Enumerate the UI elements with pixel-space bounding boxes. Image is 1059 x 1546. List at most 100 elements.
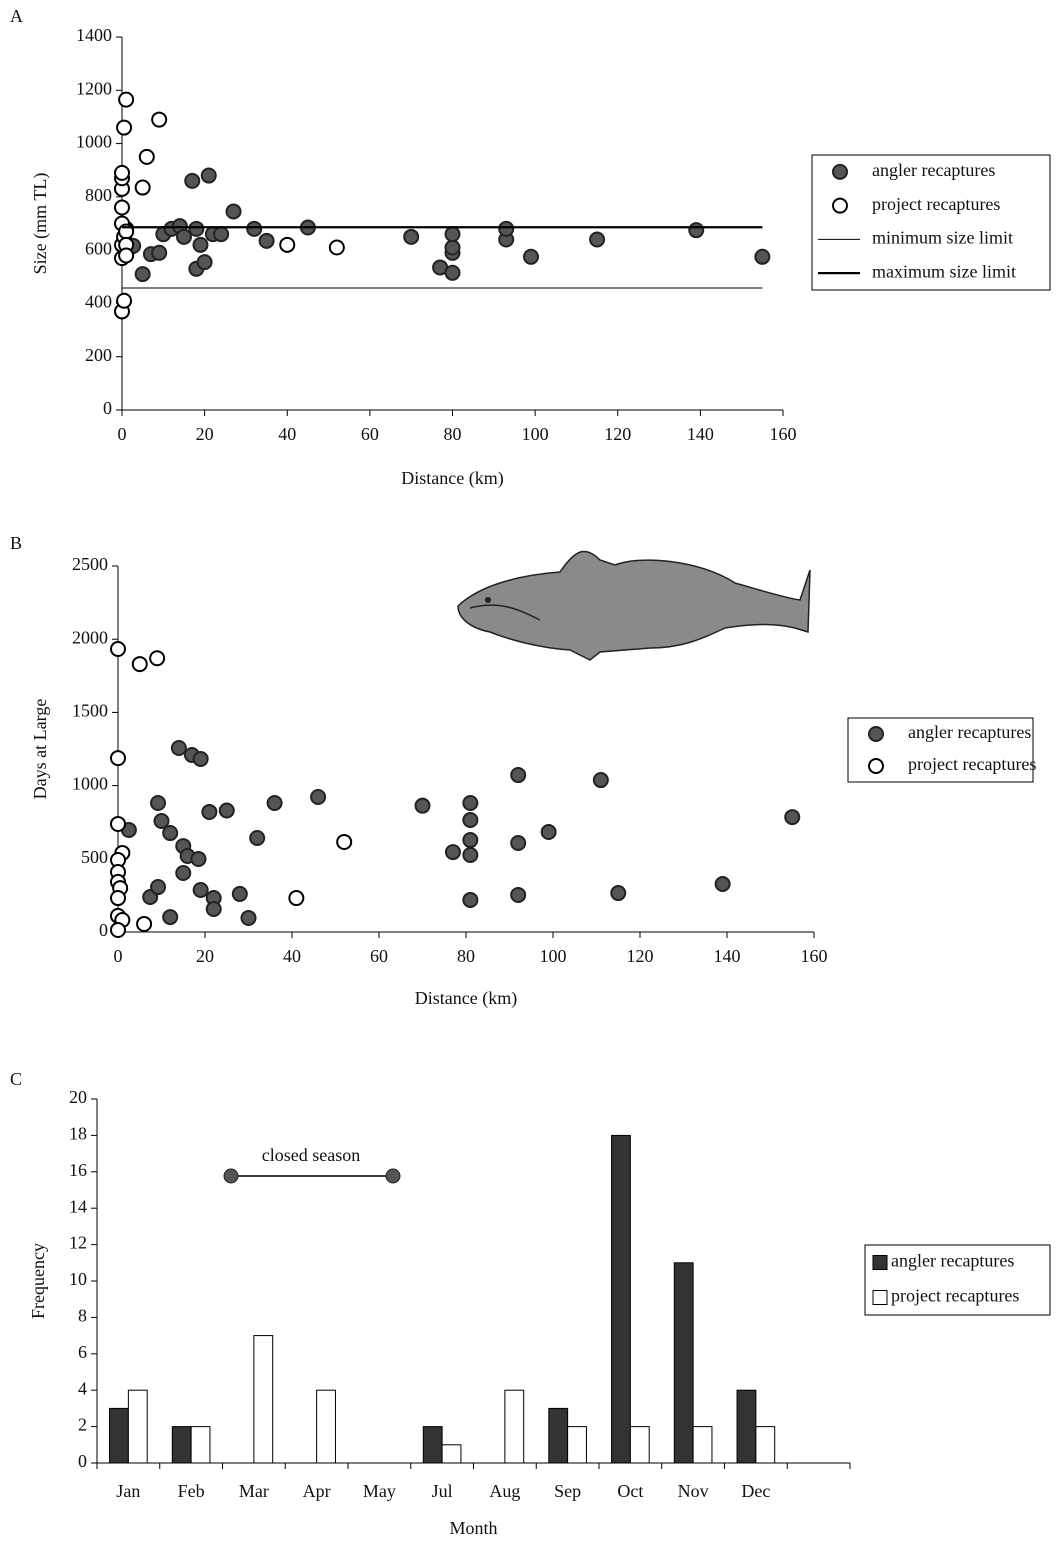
panel-label: B [10, 533, 22, 553]
point [462, 891, 479, 908]
point [225, 203, 242, 220]
annotation: closed season [262, 1145, 360, 1165]
bar [127, 1389, 148, 1464]
point [188, 220, 205, 237]
point [288, 890, 305, 907]
point [150, 879, 167, 896]
point [190, 850, 207, 867]
bar [629, 1426, 650, 1464]
point [510, 886, 527, 903]
point [310, 789, 327, 806]
point [205, 901, 222, 918]
point [110, 750, 126, 767]
point [151, 111, 168, 128]
x-tick-label: Nov [678, 1481, 709, 1501]
legend-label: project recaptures [908, 754, 1036, 774]
x-tick-label: Aug [489, 1481, 520, 1501]
point [131, 656, 148, 673]
point [118, 91, 135, 108]
x-tick-label: 80 [457, 946, 475, 966]
point [592, 772, 609, 789]
point [134, 266, 151, 283]
point [136, 915, 153, 932]
point [246, 220, 263, 237]
y-tick-label: 14 [69, 1196, 87, 1216]
bar [171, 1426, 192, 1464]
x-tick-label: 20 [196, 424, 214, 444]
point [200, 167, 217, 184]
point [201, 803, 218, 820]
x-axis-label: Distance (km) [415, 988, 517, 1009]
y-tick-label: 10 [69, 1269, 87, 1289]
legend-box [864, 1244, 1051, 1316]
point [249, 830, 266, 847]
point [153, 813, 170, 830]
point [110, 921, 126, 938]
point [414, 797, 431, 814]
point [162, 909, 179, 926]
y-axis-label: Size (mm TL) [30, 173, 51, 275]
point [196, 254, 213, 271]
point [150, 795, 167, 812]
point [714, 875, 731, 892]
y-tick-label: 6 [78, 1342, 87, 1362]
x-axis-label: Distance (km) [401, 468, 503, 489]
point [149, 650, 166, 667]
legend-label: maximum size limit [872, 261, 1016, 281]
legend-label: project recaptures [891, 1286, 1019, 1306]
point [403, 228, 420, 245]
bar [548, 1407, 569, 1464]
x-tick-label: Mar [239, 1481, 269, 1501]
y-tick-label: 4 [78, 1378, 87, 1398]
point [336, 833, 353, 850]
x-tick-label: Apr [303, 1481, 331, 1501]
y-tick-label: 2000 [72, 627, 108, 647]
x-tick-label: Jul [432, 1481, 453, 1501]
point [462, 795, 479, 812]
legend-label: angler recaptures [872, 160, 995, 180]
point [444, 239, 461, 256]
bar [673, 1262, 694, 1464]
point [110, 815, 126, 832]
point [444, 844, 461, 861]
legend-swatch [832, 163, 848, 180]
x-tick-label: 0 [114, 946, 123, 966]
x-tick-label: 160 [770, 424, 797, 444]
y-tick-label: 2500 [72, 554, 108, 574]
y-tick-label: 200 [85, 345, 112, 365]
bar [736, 1389, 757, 1464]
legend-label: minimum size limit [872, 228, 1013, 248]
y-tick-label: 1200 [76, 78, 112, 98]
bar [611, 1134, 631, 1464]
y-tick-label: 2 [78, 1415, 87, 1435]
y-tick-label: 1400 [76, 25, 112, 45]
point [522, 248, 539, 265]
point [462, 832, 479, 849]
x-tick-label: Oct [617, 1481, 643, 1501]
point [462, 812, 479, 829]
x-tick-label: 120 [604, 424, 631, 444]
x-tick-label: Sep [554, 1481, 581, 1501]
point [138, 148, 155, 165]
point [328, 239, 345, 256]
panel-label: A [10, 6, 23, 26]
closed-season-marker: closed season [223, 1145, 401, 1184]
point [110, 641, 126, 658]
legend-label: project recaptures [872, 194, 1000, 214]
x-tick-label: 100 [540, 946, 567, 966]
point [240, 909, 257, 926]
point [510, 834, 527, 851]
x-tick-label: 100 [522, 424, 549, 444]
point [784, 809, 801, 826]
point [151, 244, 168, 261]
point [170, 739, 187, 756]
x-tick-label: 40 [283, 946, 301, 966]
x-tick-label: 60 [370, 946, 388, 966]
bar [316, 1389, 336, 1464]
fish-illustration [457, 550, 811, 661]
y-tick-label: 12 [69, 1233, 87, 1253]
y-tick-label: 16 [69, 1160, 87, 1180]
x-tick-label: 40 [278, 424, 296, 444]
point [218, 802, 235, 819]
